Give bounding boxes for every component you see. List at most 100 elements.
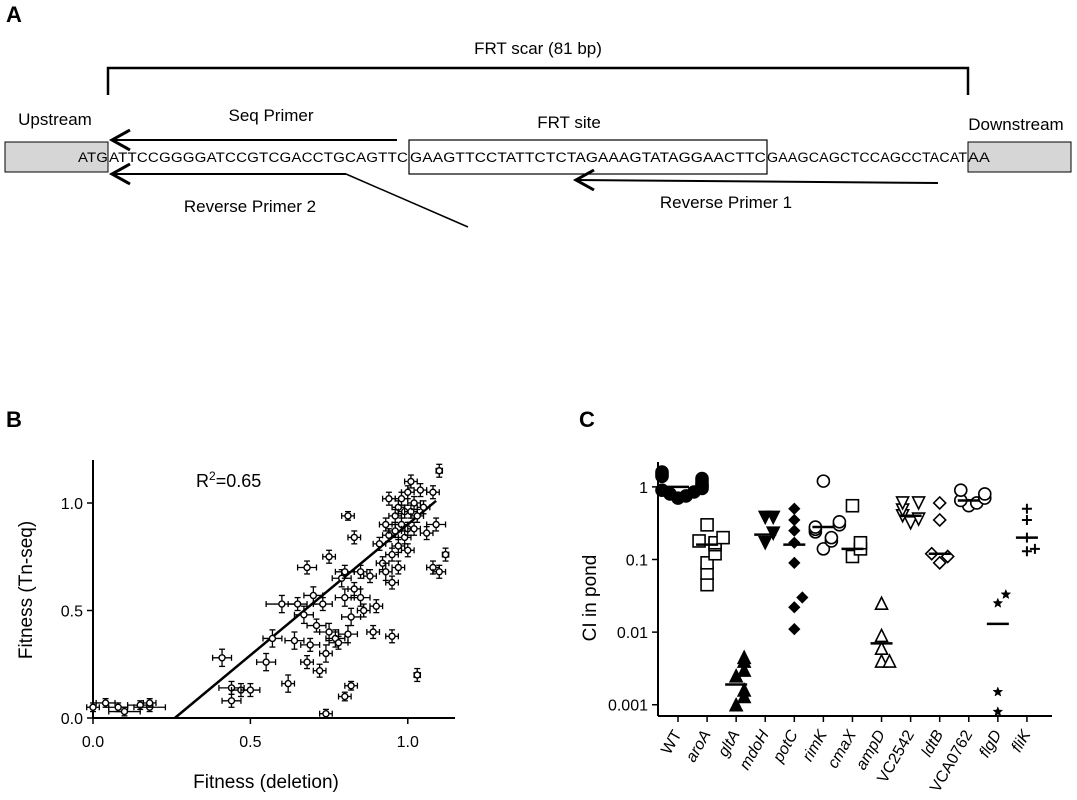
panel-c-y-tick-label: 0.01 — [617, 625, 648, 642]
sequence-frt: GAAGTTCCTATTCTCTAGAAAGTATAGGAACTTC — [410, 150, 766, 165]
panel-b-data-point — [95, 698, 116, 708]
panel-b-point-marker — [218, 654, 226, 662]
panel-b-point-marker — [413, 671, 421, 679]
panel-b-data-point — [265, 594, 299, 614]
panel-b-data-point — [108, 706, 141, 717]
panel-b-point-marker — [341, 692, 349, 701]
sequence-right-flank: AA — [968, 150, 990, 165]
panel-b-data-point — [385, 575, 399, 590]
scar-label: FRT scar (81 bp) — [474, 39, 602, 58]
panel-c-group-rimk — [808, 474, 847, 556]
panel-b-point-marker — [391, 527, 399, 535]
panel-c-marker — [1021, 514, 1032, 525]
sequence-left-flank: ATG — [78, 150, 108, 165]
panel-c-marker — [977, 487, 992, 501]
panel-b-data-point — [391, 538, 406, 554]
panel-b-data-point — [341, 510, 355, 521]
r-squared-annotation: R2=0.65 — [196, 469, 261, 491]
panel-b-data-point — [347, 530, 362, 545]
panel-b-point-marker — [347, 682, 355, 690]
panel-b-data-point — [281, 674, 296, 693]
panel-c-marker — [874, 640, 889, 656]
reverse-primer-1-label: Reverse Primer 1 — [660, 193, 792, 212]
panel-b-point-marker — [435, 568, 443, 576]
panel-b-data-point — [142, 698, 157, 708]
panel-b-data-point — [416, 500, 431, 515]
panel-c-marker — [736, 662, 752, 677]
panel-b-point-marker — [394, 542, 403, 550]
panel-b-point-marker — [114, 703, 122, 711]
panel-b-data-point — [407, 521, 422, 536]
panel-b-point-marker — [120, 707, 129, 716]
panel-c-marker — [788, 556, 801, 569]
panel-c-marker — [845, 498, 860, 513]
panel-c-marker — [736, 682, 752, 697]
panel-b-y-tick-label: 0.5 — [61, 604, 83, 621]
panel-b-point-marker — [397, 495, 406, 503]
panel-b-data-point — [413, 482, 428, 498]
panel-c-marker — [882, 653, 897, 668]
panel-b-data-point — [385, 547, 399, 562]
panel-b-plot: 0.0 0.5 1.0 0.0 0.5 1.0 — [61, 460, 455, 751]
panel-b-point-marker — [369, 628, 377, 636]
panel-c-group-flgd — [986, 588, 1012, 717]
panel-c-x-tick-label: WT — [658, 727, 685, 757]
frt-site-label: FRT site — [537, 113, 601, 132]
panel-b-data-point — [369, 599, 384, 614]
panel-b-y-tick-label: 1.0 — [61, 496, 83, 513]
panel-c-marker — [992, 706, 1004, 717]
panel-b-point-marker — [101, 699, 110, 707]
panel-c-group-cmax — [841, 498, 868, 564]
panel-c-x-tick-label: ldtB — [919, 727, 948, 760]
reverse-primer-2-label: Reverse Primer 2 — [184, 197, 316, 216]
panel-c-marker — [700, 577, 714, 592]
panel-b-data-point — [306, 618, 327, 633]
panel-b-letter: B — [6, 407, 22, 432]
panel-c-group-vc2542 — [895, 496, 926, 531]
panel-b-data-point — [372, 536, 387, 551]
panel-b-point-marker — [391, 512, 399, 520]
reverse-primer-2-arrow — [108, 162, 469, 228]
panel-c-marker — [911, 496, 926, 511]
panel-b-data-point — [378, 517, 393, 532]
panel-b-point-marker — [350, 533, 358, 542]
panel-b-data-point — [419, 526, 434, 541]
panel-b-point-marker — [419, 503, 428, 511]
panel-b-point-marker — [388, 550, 396, 559]
panel-b-data-point — [403, 474, 418, 489]
panel-b-x-tick-label: 0.0 — [82, 734, 104, 751]
panel-b-point-marker — [290, 636, 299, 645]
panel-b-point-marker — [410, 525, 418, 533]
panel-c-marker — [796, 591, 809, 604]
panel-b-point-marker — [268, 634, 277, 643]
panel-b-point-marker — [388, 632, 396, 640]
panel-b-point-marker — [429, 488, 437, 496]
panel-b-data-point — [397, 530, 412, 545]
panel-b-data-point — [318, 708, 333, 719]
panel-c-marker — [788, 513, 801, 527]
panel-b-data-point — [363, 569, 377, 584]
panel-b-data-point — [337, 624, 359, 644]
sequence-line: ATG ATTCCGGGGATCCGTCGACCTGCAGTTC GAAGTTC… — [78, 150, 990, 165]
panel-b-point-marker — [145, 699, 154, 707]
frt-site-box — [408, 139, 768, 175]
panel-c-marker — [895, 496, 910, 511]
panel-b-x-tick-label: 1.0 — [397, 734, 419, 751]
panel-b-data-point — [221, 693, 242, 708]
panel-b-point-marker — [410, 499, 418, 507]
panel-b-point-marker — [404, 546, 412, 554]
panel-b-data-point — [441, 547, 450, 562]
panel-b-data-point — [426, 485, 440, 500]
panel-c-y-tick-label: 0.001 — [608, 698, 648, 715]
panel-c-marker — [874, 595, 889, 611]
panel-c-letter: C — [579, 407, 595, 432]
panel-c-marker — [824, 530, 839, 545]
panel-c-marker — [655, 483, 669, 497]
panel-b-data-point — [211, 648, 233, 668]
panel-b-data-point — [435, 463, 444, 478]
panel-b-point-marker — [372, 602, 381, 610]
panel-b-point-marker — [385, 495, 393, 503]
panel-b-y-axis-title: Fitness (Tn-seq) — [16, 521, 37, 659]
